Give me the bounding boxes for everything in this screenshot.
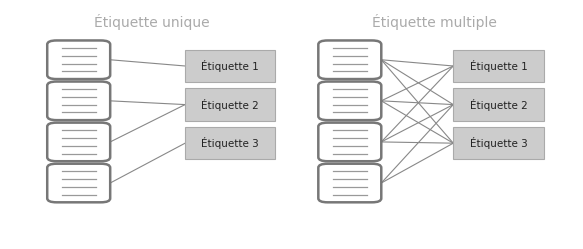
FancyBboxPatch shape [318, 40, 381, 79]
FancyBboxPatch shape [47, 40, 110, 79]
FancyBboxPatch shape [185, 50, 276, 82]
FancyBboxPatch shape [47, 123, 110, 161]
FancyBboxPatch shape [318, 123, 381, 161]
FancyBboxPatch shape [185, 88, 276, 121]
FancyBboxPatch shape [454, 50, 543, 82]
FancyBboxPatch shape [454, 127, 543, 159]
Text: Étiquette 1: Étiquette 1 [469, 60, 528, 72]
FancyBboxPatch shape [47, 164, 110, 202]
Text: Étiquette 3: Étiquette 3 [469, 137, 528, 149]
FancyBboxPatch shape [318, 82, 381, 120]
Text: Étiquette 2: Étiquette 2 [469, 99, 528, 111]
Text: Étiquette unique: Étiquette unique [94, 14, 209, 30]
Text: Étiquette multiple: Étiquette multiple [372, 14, 497, 30]
FancyBboxPatch shape [318, 164, 381, 202]
Text: Étiquette 2: Étiquette 2 [201, 99, 259, 111]
FancyBboxPatch shape [185, 127, 276, 159]
FancyBboxPatch shape [454, 88, 543, 121]
Text: Étiquette 1: Étiquette 1 [201, 60, 259, 72]
Text: Étiquette 3: Étiquette 3 [201, 137, 259, 149]
FancyBboxPatch shape [47, 82, 110, 120]
